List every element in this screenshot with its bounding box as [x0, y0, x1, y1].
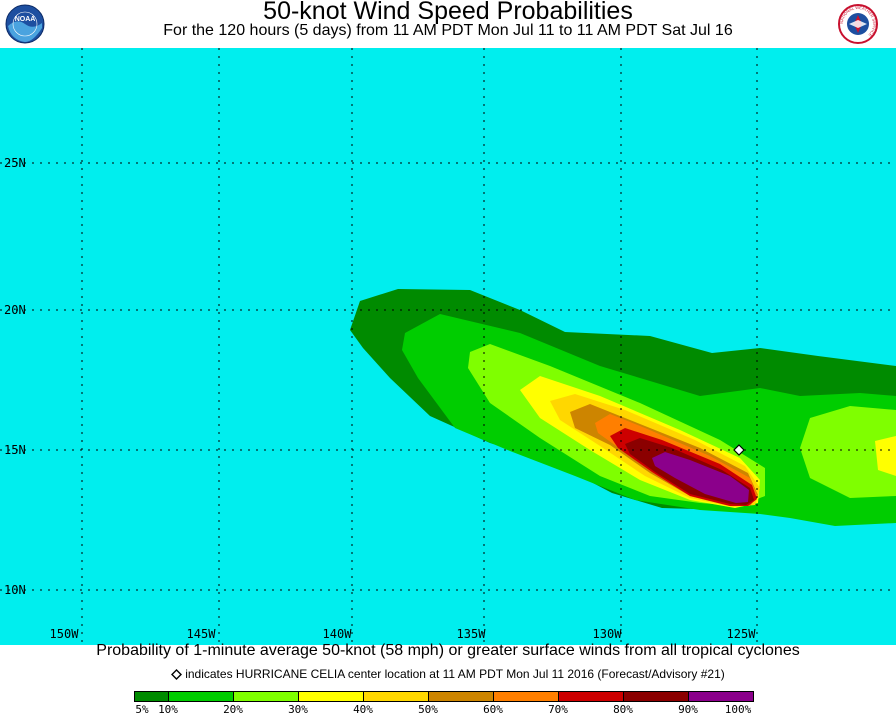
contour-20pct [468, 344, 896, 506]
probability-contours [350, 289, 896, 526]
legend-swatch [623, 691, 689, 702]
nws-logo: NATIONAL WEATHER SERVICE [838, 4, 878, 44]
diamond-icon [171, 669, 183, 680]
legend-swatch [558, 691, 624, 702]
lat-label-20n: 20N [4, 303, 26, 317]
map-caption: Probability of 1-minute average 50-knot … [96, 642, 800, 659]
legend-label: 100% [724, 703, 752, 716]
legend-swatch [363, 691, 429, 702]
legend-swatch [298, 691, 364, 702]
map-title: 50-knot Wind Speed Probabilities [263, 0, 633, 25]
legend-swatch [168, 691, 234, 702]
legend-label: 5% [135, 703, 149, 716]
header: NOAA 50-knot Wind Speed Probabilities Fo… [0, 0, 896, 48]
legend-label: 80% [613, 703, 633, 716]
legend-swatch [688, 691, 754, 702]
lon-label-145w: 145W [187, 627, 217, 641]
storm-note-text: indicates HURRICANE CELIA center locatio… [185, 667, 725, 681]
color-legend: 5% 10% 20% 30% 40% 50% 60% 70% 80% 90% 100% [0, 689, 896, 716]
lon-label-125w: 125W [727, 627, 757, 641]
legend-swatch [493, 691, 559, 702]
lat-label-25n: 25N [4, 156, 26, 170]
legend-label: 70% [548, 703, 568, 716]
legend-label: 50% [418, 703, 438, 716]
lon-label-150w: 150W [50, 627, 80, 641]
noaa-logo: NOAA [5, 4, 45, 44]
probability-map: 150W 145W 140W 135W 130W 125W 25N 20N 15… [0, 48, 896, 645]
legend-label: 60% [483, 703, 503, 716]
footer: Probability of 1-minute average 50-knot … [0, 642, 896, 716]
graticule [0, 48, 896, 645]
lat-label-10n: 10N [4, 583, 26, 597]
contour-90pct [652, 452, 749, 503]
legend-label: 10% [158, 703, 178, 716]
map-subtitle: For the 120 hours (5 days) from 11 AM PD… [163, 22, 733, 39]
lat-label-15n: 15N [4, 443, 26, 457]
lon-label-140w: 140W [323, 627, 353, 641]
legend-label: 20% [223, 703, 243, 716]
storm-center-diamond-icon [733, 444, 745, 456]
legend-swatch [134, 691, 169, 702]
legend-label: 40% [353, 703, 373, 716]
storm-note: indicates HURRICANE CELIA center locatio… [0, 667, 896, 681]
legend-label: 30% [288, 703, 308, 716]
lon-label-130w: 130W [593, 627, 623, 641]
legend-swatch [233, 691, 299, 702]
legend-swatch [428, 691, 494, 702]
lon-label-135w: 135W [457, 627, 487, 641]
svg-text:NOAA: NOAA [15, 16, 36, 23]
legend-label: 90% [678, 703, 698, 716]
